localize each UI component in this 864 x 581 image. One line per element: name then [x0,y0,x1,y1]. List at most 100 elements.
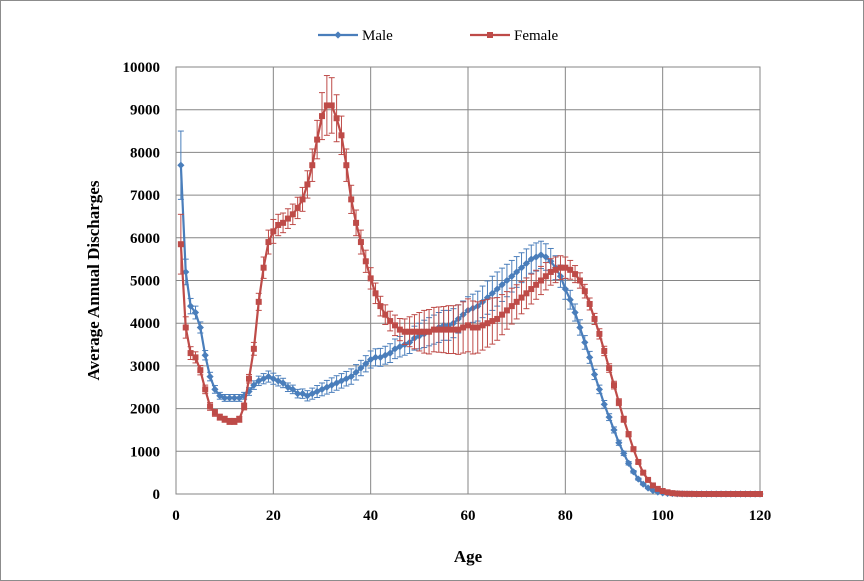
point-female [693,491,700,497]
point-female [343,162,350,169]
point-female [392,322,398,329]
point-female [489,318,496,325]
point-female [216,414,223,421]
point-male [206,372,214,381]
point-female [192,354,199,361]
point-female [484,320,491,327]
point-female [572,271,579,278]
point-female [615,399,622,406]
y-tick-label: 6000 [130,231,160,247]
point-male [493,285,501,293]
point-male [517,264,526,272]
point-male [605,413,613,421]
y-tick-label: 9000 [130,103,160,119]
point-male [513,268,521,276]
y-tick-label: 3000 [130,359,160,375]
point-male [347,372,355,381]
point-male [313,387,321,396]
point-female [494,315,501,322]
point-female [533,281,540,288]
point-female [659,488,666,495]
point-female [323,102,330,109]
point-female [367,275,374,282]
point-female [581,288,588,295]
point-male [376,353,384,361]
point-male [532,253,540,261]
point-female [645,476,652,483]
point-female [445,326,452,333]
point-female [314,136,321,143]
point-female [742,491,749,497]
y-tick-label: 7000 [130,188,160,204]
point-male [230,394,238,402]
point-male [342,375,350,383]
point-female [182,324,189,331]
point-female [499,311,506,318]
point-male [595,385,603,393]
point-male [294,390,302,398]
point-female [309,162,316,169]
point-female [270,228,277,235]
y-tick-label: 0 [153,487,161,503]
y-tick-label: 4000 [130,316,160,332]
point-female [435,326,442,333]
legend-label-female: Female [514,28,558,44]
point-female [557,264,564,271]
point-male [625,459,633,467]
point-female [231,418,238,425]
point-female [538,277,544,284]
point-female [601,347,608,354]
point-female [338,132,345,139]
x-tick-label: 60 [461,508,476,524]
point-male [615,439,623,447]
point-female [430,326,437,333]
point-male [576,323,584,332]
point-female [620,416,627,423]
point-male [333,379,341,387]
point-female [635,458,642,465]
y-tick-label: 5000 [130,274,160,290]
point-male [600,400,608,408]
point-female [362,258,369,265]
point-male [620,449,628,458]
legend-item-female: Female [470,28,558,44]
point-female [265,239,272,246]
point-male [240,392,248,400]
point-female [411,328,418,335]
point-male [250,381,258,389]
point-female [552,266,559,273]
point-female [669,490,676,497]
point-female [664,489,671,496]
point-female [727,491,734,497]
point-female [606,365,613,372]
legend: Male Female [318,28,558,44]
point-female [202,386,209,393]
point-female [547,268,554,275]
point-female [421,328,428,335]
x-tick-label: 0 [172,508,180,524]
point-male [216,392,224,400]
point-female [396,326,403,333]
point-female [377,303,384,310]
point-female [357,239,364,246]
point-male [289,385,297,393]
point-female [576,277,583,284]
point-male [357,364,365,372]
point-female [197,367,204,374]
point-male [182,268,190,276]
point-male [196,323,204,332]
point-female [284,215,291,222]
x-tick-label: 40 [363,508,378,524]
point-female [416,328,423,335]
point-female [469,324,476,331]
point-male [561,285,569,293]
point-female [226,418,233,425]
point-female [591,315,598,322]
point-female [294,204,301,211]
point-male [639,480,647,488]
point-female [684,490,690,497]
gridlines [175,66,761,495]
point-female [450,326,457,333]
